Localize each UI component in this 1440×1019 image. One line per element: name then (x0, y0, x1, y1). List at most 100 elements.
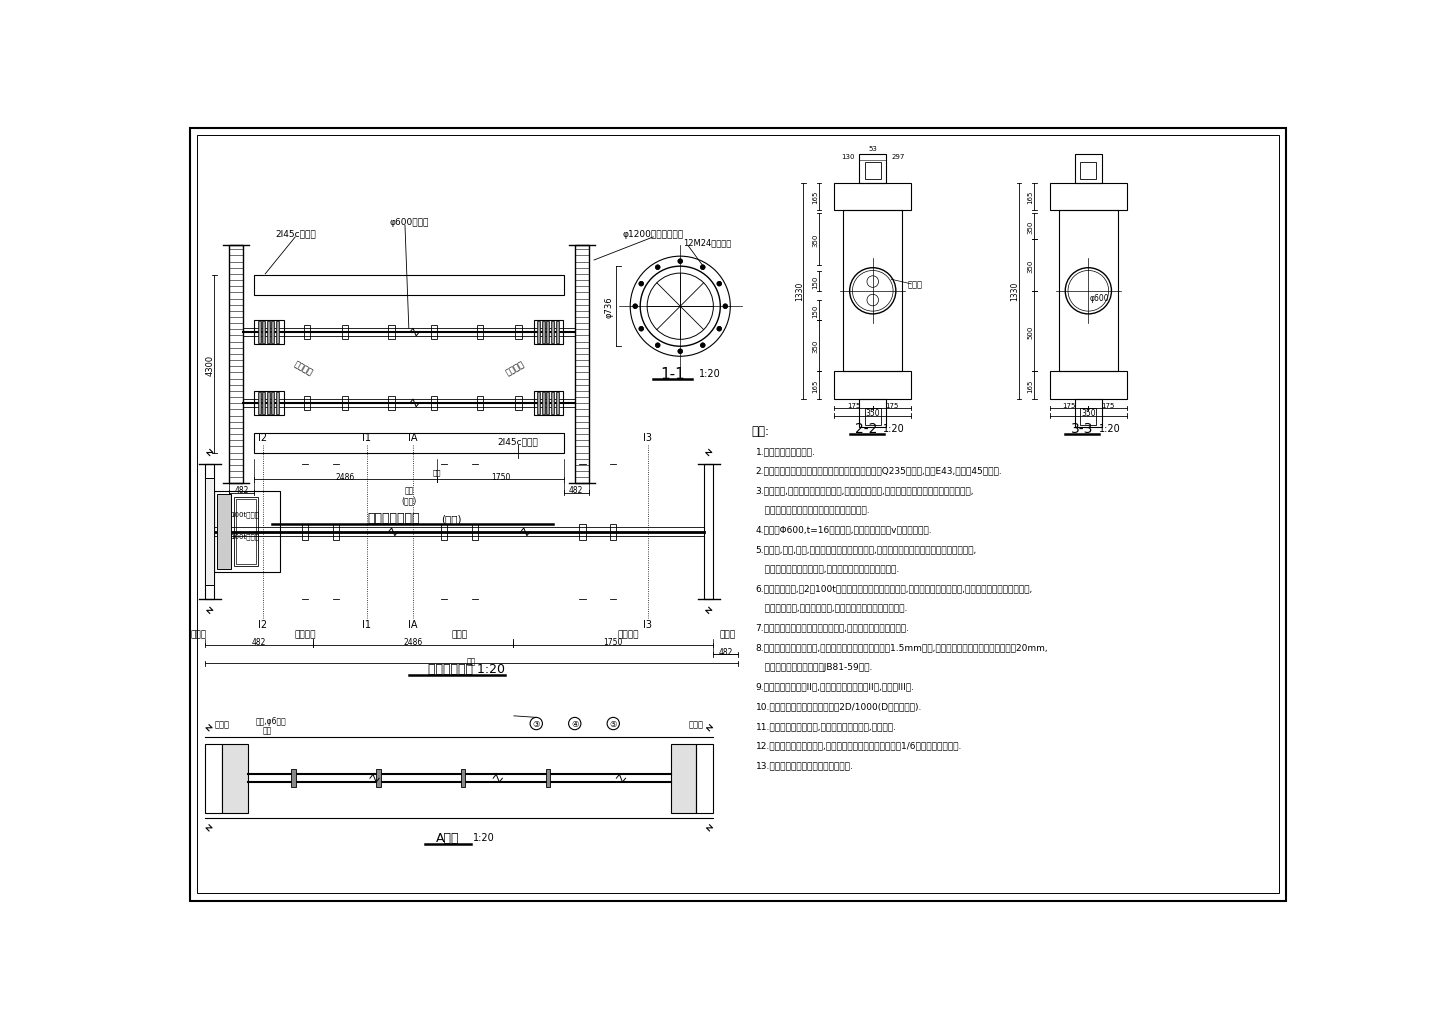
Text: 5.安装时,耶头,端头,千斤顺轴线要在同一平面上,为确保上兰耶报采用对角和分大源加报菟,: 5.安装时,耶头,端头,千斤顺轴线要在同一平面上,为确保上兰耶报采用对角和分大源… (756, 545, 976, 553)
Text: 缺失: 缺失 (262, 726, 271, 735)
Bar (477, 326, 484, 339)
Text: 1330: 1330 (795, 282, 804, 302)
Text: 1750: 1750 (491, 473, 510, 481)
Text: 活动端头: 活动端头 (295, 630, 315, 638)
Text: 鑉支撑结构图 1:20: 鑉支撑结构图 1:20 (429, 662, 505, 675)
Bar (671, 744, 697, 813)
Text: 350: 350 (865, 409, 880, 418)
Text: 482: 482 (719, 647, 733, 656)
Text: 钢围檩: 钢围檩 (192, 630, 207, 638)
Text: 活动端头: 活动端头 (292, 360, 314, 377)
Text: 钢围檩: 钢围檩 (719, 630, 736, 638)
Bar (276, 392, 279, 415)
Bar (864, 409, 881, 426)
Text: (缺失): (缺失) (402, 496, 416, 505)
Text: I3: I3 (644, 433, 652, 442)
Text: 千斤顶: 千斤顶 (907, 280, 923, 289)
Bar (304, 326, 310, 339)
Bar (546, 322, 549, 343)
Text: 10.焊接耶头加工精度圆度不大于2D/1000(D为钉管直径).: 10.焊接耶头加工精度圆度不大于2D/1000(D为钉管直径). (756, 702, 922, 710)
Text: IA: IA (409, 620, 418, 630)
Bar (461, 769, 465, 788)
Circle shape (700, 266, 706, 270)
Bar (258, 392, 261, 415)
Text: 350: 350 (1028, 220, 1034, 233)
Text: 2I45c钢围檩: 2I45c钢围檩 (497, 437, 539, 446)
Text: 固定端头: 固定端头 (504, 360, 526, 377)
Text: 175: 175 (1063, 403, 1076, 409)
Text: 3.支撑活动,固定端头和中间节结构,各节由耶栓连接,本图所示匹新代表支撑中间节组模数,: 3.支撑活动,固定端头和中间节结构,各节由耶栓连接,本图所示匹新代表支撑中间节组… (756, 486, 975, 495)
Bar (541, 322, 544, 343)
Text: 165: 165 (1028, 191, 1034, 204)
Text: 1-1: 1-1 (660, 366, 685, 381)
Text: 2-2: 2-2 (855, 422, 878, 435)
Bar (1074, 399, 1102, 428)
Text: 固定端头: 固定端头 (618, 630, 639, 638)
Bar (271, 322, 275, 343)
Bar (343, 326, 348, 339)
Text: 175: 175 (886, 403, 899, 409)
Text: 缺失: 缺失 (467, 656, 477, 665)
Bar (253, 434, 564, 453)
Bar (471, 525, 478, 540)
Circle shape (717, 282, 721, 286)
Text: 350: 350 (812, 339, 818, 353)
Text: 482: 482 (252, 638, 266, 647)
Text: 千斤顶升加力,达到设计址后,塞紧钉钒广尚后千斤去除千斤.: 千斤顶升加力,达到设计址后,塞紧钉钒广尚后千斤去除千斤. (756, 603, 907, 612)
Bar (575, 246, 589, 484)
Text: 1:20: 1:20 (472, 833, 495, 843)
Bar (343, 396, 348, 411)
Text: 2486: 2486 (336, 473, 356, 481)
Text: 482: 482 (569, 485, 583, 494)
Bar (258, 322, 261, 343)
Bar (431, 396, 436, 411)
Bar (333, 525, 340, 540)
Bar (860, 155, 886, 183)
Text: I1: I1 (363, 620, 372, 630)
Text: 500: 500 (1028, 325, 1034, 338)
Circle shape (655, 266, 660, 270)
Text: 175: 175 (1102, 403, 1115, 409)
Text: 482: 482 (235, 485, 249, 494)
Text: 1:20: 1:20 (883, 424, 906, 433)
Text: 钢围檩: 钢围檩 (688, 719, 704, 729)
Text: 1.本图尺寸均以毫米计.: 1.本图尺寸均以毫米计. (756, 446, 815, 455)
Bar (431, 326, 436, 339)
Text: 165: 165 (1028, 379, 1034, 392)
Text: 150: 150 (812, 304, 818, 317)
Circle shape (678, 260, 683, 264)
Text: 297: 297 (891, 154, 904, 160)
Circle shape (634, 305, 638, 309)
Text: 150: 150 (812, 275, 818, 288)
Text: 165: 165 (812, 379, 818, 392)
Text: 350: 350 (1081, 409, 1096, 418)
Text: 11.钉支撑整件加工完后,先刷除锈后涂两道红,一道面漆.: 11.钉支撑整件加工完后,先刷除锈后涂两道红,一道面漆. (756, 721, 897, 731)
Bar (441, 525, 446, 540)
Bar (537, 392, 540, 415)
Circle shape (723, 305, 727, 309)
Text: I3: I3 (644, 620, 652, 630)
Bar (534, 320, 563, 345)
Bar (1058, 211, 1117, 372)
Bar (864, 163, 881, 180)
Text: 1:20: 1:20 (698, 369, 720, 379)
Bar (697, 744, 713, 813)
Bar (266, 392, 269, 415)
Text: 100t千斤顶: 100t千斤顶 (230, 533, 259, 539)
Text: 鑉支撑平面布置: 鑉支撑平面布置 (367, 512, 419, 525)
Text: 标长: 标长 (433, 469, 442, 476)
Text: 175: 175 (847, 403, 860, 409)
Bar (516, 396, 521, 411)
Text: φ736: φ736 (605, 297, 613, 318)
Bar (253, 276, 564, 296)
Text: 12M24螺栓连接: 12M24螺栓连接 (683, 238, 732, 248)
Text: I2: I2 (258, 620, 268, 630)
Bar (236, 499, 256, 565)
Bar (255, 320, 284, 345)
Text: A向图: A向图 (436, 832, 459, 844)
Bar (704, 465, 713, 599)
Text: 中间节: 中间节 (451, 630, 468, 638)
Circle shape (639, 282, 644, 286)
Text: 7.两端耶与地下结构模板应紧密结合,使钉围樁与模板算合切接.: 7.两端耶与地下结构模板应紧密结合,使钉围樁与模板算合切接. (756, 624, 910, 632)
Text: 1:20: 1:20 (1099, 424, 1120, 433)
